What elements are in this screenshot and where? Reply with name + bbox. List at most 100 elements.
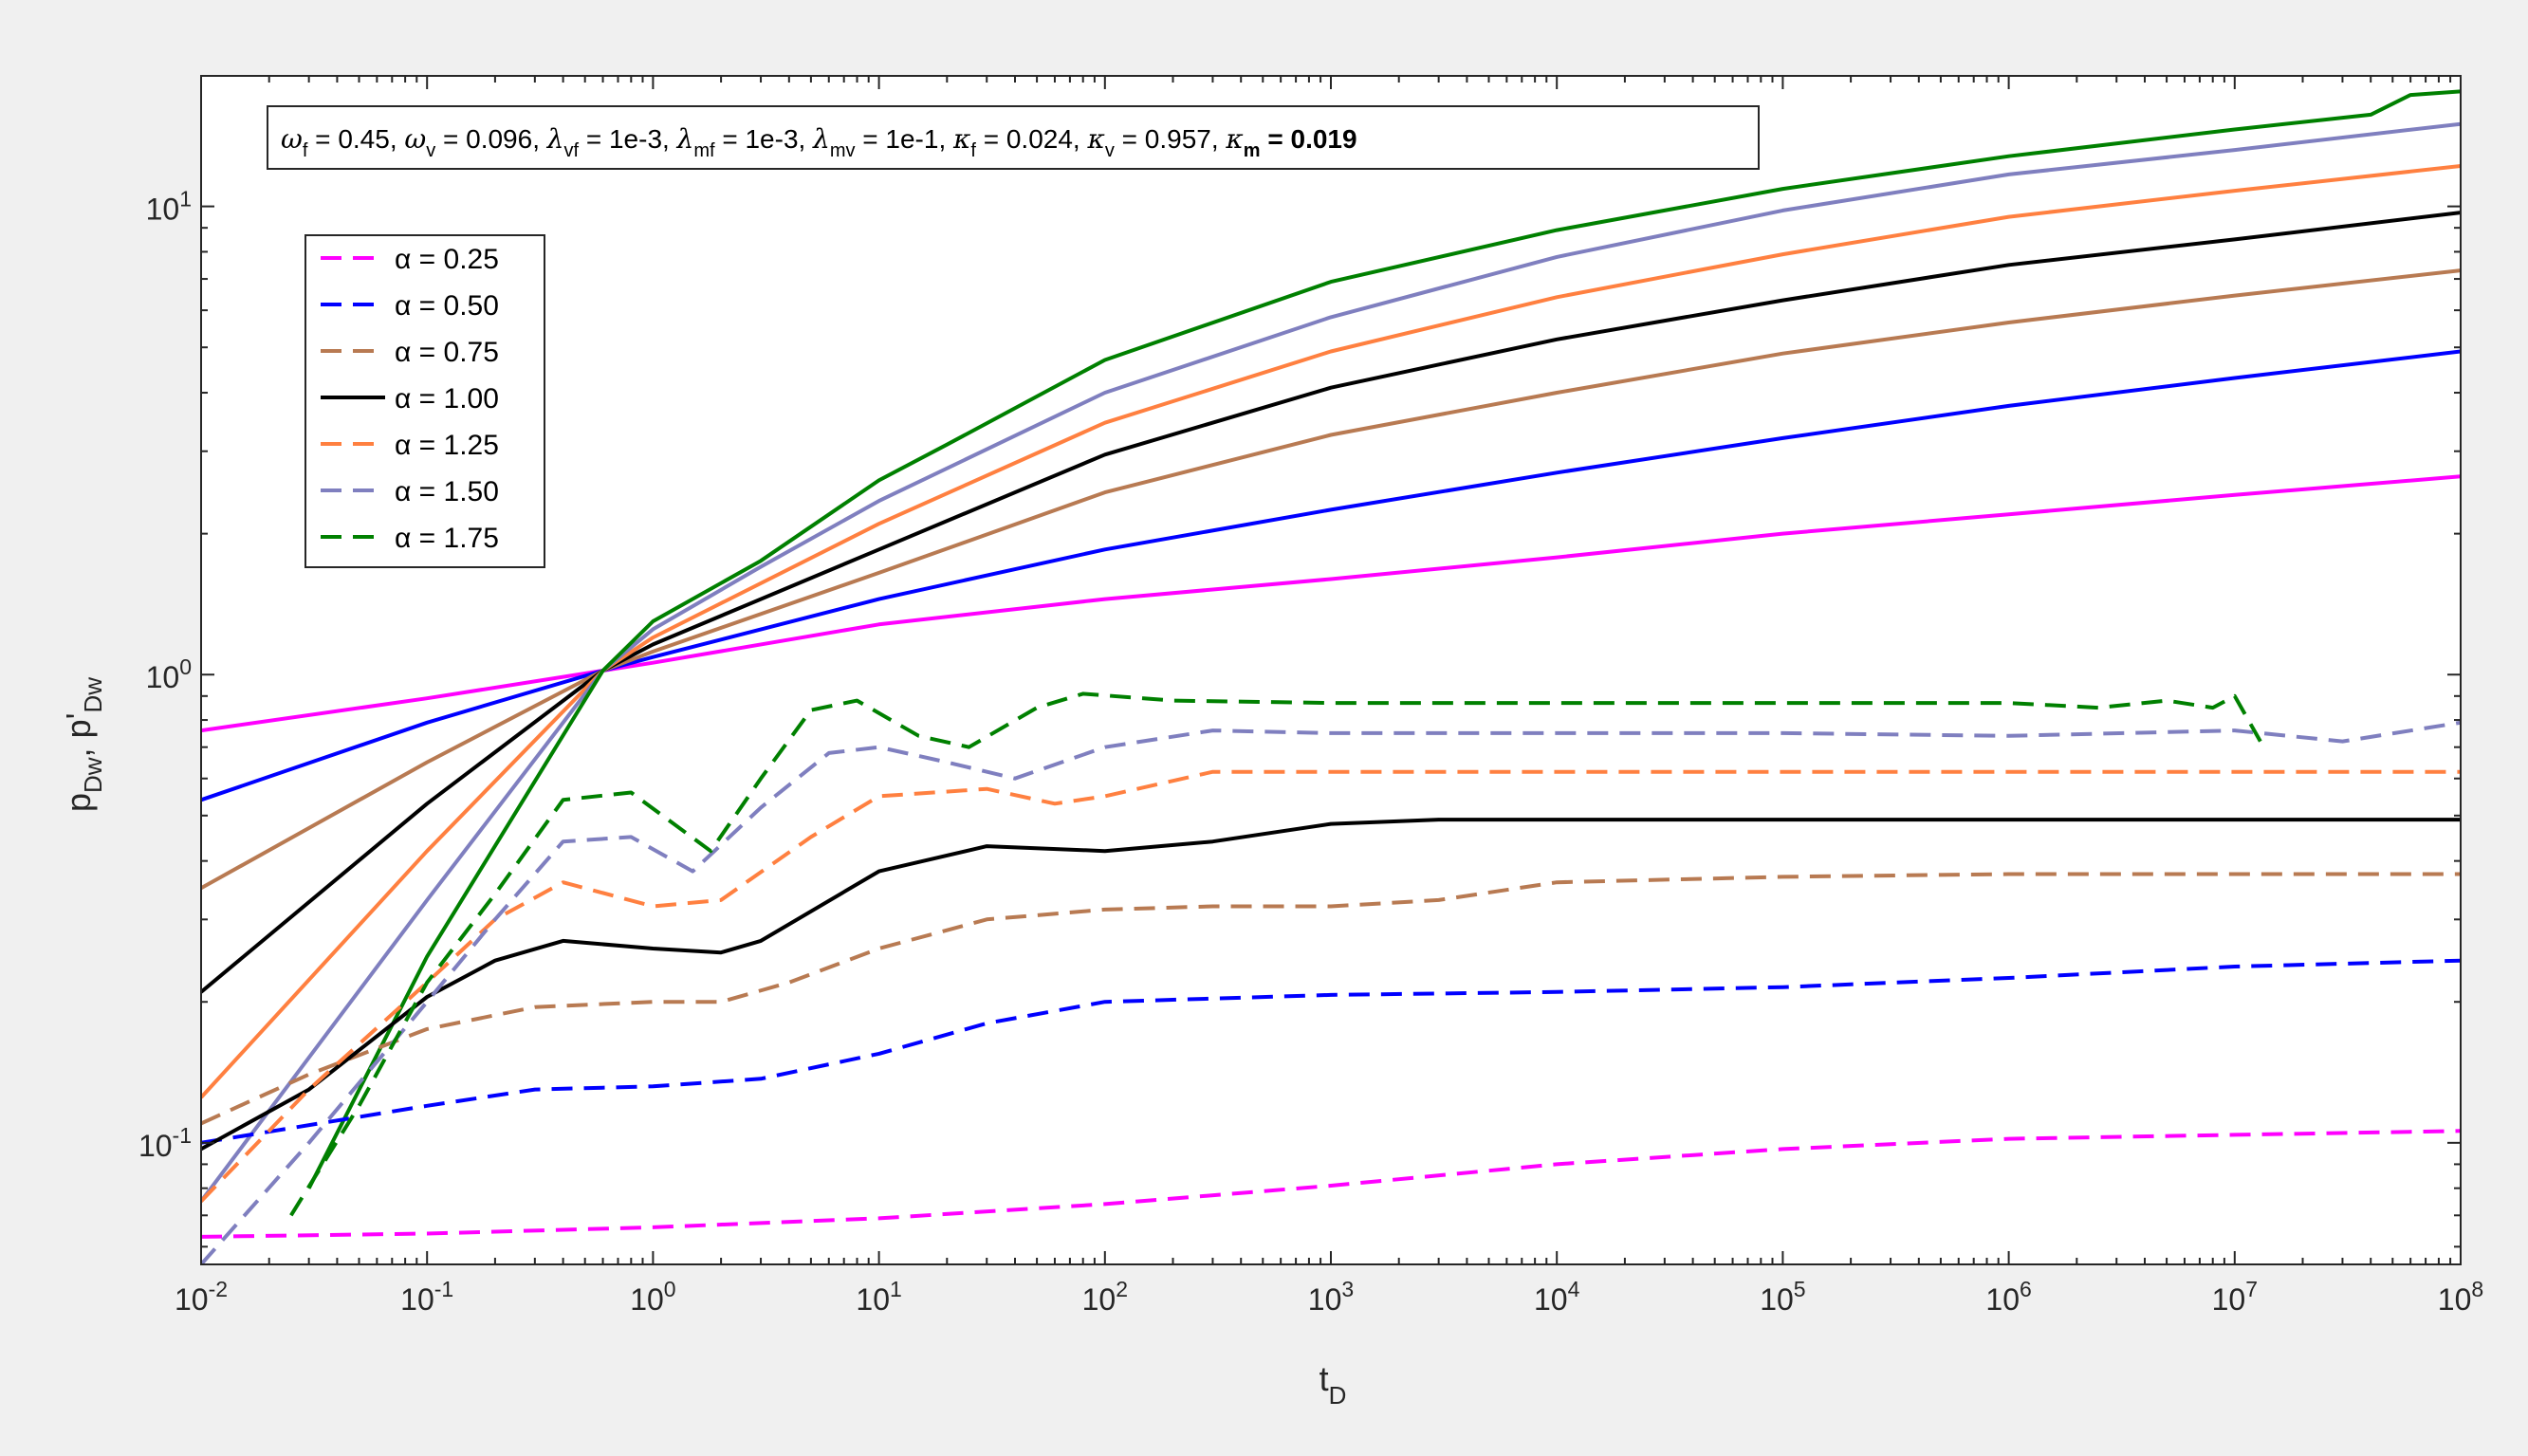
tick-layer: [200, 76, 2462, 1264]
x-tick-label: 103: [1308, 1277, 1354, 1317]
x-tick-label: 104: [1534, 1277, 1580, 1317]
y-axis-label-sub1: Dw: [79, 757, 107, 793]
annotation-sub-6: v: [1105, 140, 1115, 161]
x-tick-label-base: 10: [1985, 1282, 2020, 1317]
x-tick-label: 105: [1760, 1277, 1805, 1317]
x-axis-label: tD: [1319, 1359, 1347, 1410]
x-tick-label-base: 10: [400, 1282, 434, 1317]
x-tick-label-exp: 2: [1116, 1277, 1128, 1301]
series-line-0: [201, 474, 2461, 733]
series-line-10: [201, 818, 2461, 1152]
x-tick-label-exp: 1: [890, 1277, 902, 1301]
series-layer: [201, 89, 2461, 1264]
y-axis-label: pDw, p'Dw: [59, 677, 107, 812]
annotation-value-4: = 1e-1,: [856, 124, 954, 154]
x-tick-label-base: 10: [2212, 1282, 2246, 1317]
x-tick-label: 102: [1082, 1277, 1128, 1317]
y-axis-label-sub2: Dw: [79, 677, 107, 713]
y-tick-label-base: 10: [146, 193, 180, 227]
y-tick-label-base: 10: [138, 1129, 173, 1163]
annotation-symbol-0: ω: [281, 123, 303, 155]
series-line-9: [201, 872, 2461, 1126]
series-line-13: [289, 691, 2262, 1217]
legend-label-0: α = 0.25: [395, 244, 499, 275]
x-tick-label-exp: 5: [1794, 1277, 1806, 1301]
x-tick-label-exp: 4: [1568, 1277, 1580, 1301]
x-axis-label-main: t: [1319, 1359, 1329, 1398]
y-tick-label-exp: 1: [179, 187, 192, 212]
x-tick-labels: 10-2 10-1 100 101 102 103 104 105 106 107 108: [175, 1277, 2483, 1317]
annotation-sub-4: mv: [830, 140, 856, 161]
y-tick-label: 101: [146, 187, 192, 227]
series-line-4: [201, 164, 2461, 1099]
y-tick-label: 10-1: [138, 1123, 192, 1163]
y-axis-label-p2: , p': [59, 713, 98, 758]
x-tick-label-base: 10: [1760, 1282, 1794, 1317]
annotation-sub-5: f: [970, 140, 976, 161]
plot-area: [201, 76, 2461, 1264]
series-line-1: [201, 349, 2461, 802]
legend-label-3: α = 1.00: [395, 383, 499, 415]
x-tick-label-exp: 3: [1341, 1277, 1354, 1301]
series-line-12: [201, 720, 2461, 1264]
x-tick-label-exp: 6: [2020, 1277, 2032, 1301]
series-line-3: [201, 211, 2461, 994]
annotation-sub-2: vf: [564, 140, 580, 161]
legend-label-6: α = 1.75: [395, 523, 499, 554]
legend-label-5: α = 1.50: [395, 476, 499, 507]
annotation-sub-1: v: [426, 140, 435, 161]
annotation-value-3: = 1e-3,: [715, 124, 814, 154]
legend-label-4: α = 1.25: [395, 430, 499, 461]
series-line-6: [306, 89, 2461, 1189]
x-tick-label-base: 10: [175, 1282, 209, 1317]
annotation-symbol-7: κ: [1225, 123, 1243, 155]
x-tick-label: 107: [2212, 1277, 2258, 1317]
annotation-symbol-1: ω: [404, 123, 426, 155]
annotation-sub-7: m: [1244, 140, 1261, 161]
x-tick-label-base: 10: [1308, 1282, 1342, 1317]
x-tick-label-base: 10: [1082, 1282, 1116, 1317]
annotation-sub-0: f: [303, 140, 308, 161]
x-tick-label-exp: -1: [434, 1277, 453, 1301]
x-tick-label-base: 10: [856, 1282, 890, 1317]
annotation-frame: [267, 105, 1760, 170]
annotation-symbol-4: λ: [812, 123, 830, 155]
legend-label-2: α = 0.75: [395, 337, 499, 368]
legend-frame: [304, 234, 545, 568]
annotation-value-1: = 0.096,: [435, 124, 547, 154]
x-tick-label: 108: [2438, 1277, 2483, 1317]
x-tick-label-exp: 7: [2245, 1277, 2258, 1301]
annotation-value-6: = 0.957,: [1115, 124, 1227, 154]
legend-items: α = 0.25 α = 0.50 α = 0.75 α = 1.00 α = 1.25…: [321, 244, 499, 554]
annotation-value-7: = 0.019: [1261, 124, 1357, 154]
x-tick-label-base: 10: [1534, 1282, 1568, 1317]
y-tick-label-exp: 0: [179, 654, 192, 679]
x-tick-label-exp: 8: [2471, 1277, 2483, 1301]
annotation-value-2: = 1e-3,: [579, 124, 677, 154]
x-tick-label-base: 10: [630, 1282, 664, 1317]
series-line-11: [201, 769, 2461, 1203]
y-axis-label-p1: p: [59, 793, 98, 812]
annotation-symbol-3: λ: [676, 123, 694, 155]
annotation-symbol-6: κ: [1087, 123, 1105, 155]
x-tick-label: 10-1: [400, 1277, 453, 1317]
series-line-2: [201, 268, 2461, 891]
annotation-symbol-5: κ: [952, 123, 970, 155]
parameter-annotation: ωf = 0.45, ωv = 0.096, λvf = 1e-3, λmf =…: [267, 105, 1760, 170]
x-tick-label: 106: [1985, 1277, 2031, 1317]
annotation-sub-3: mf: [693, 140, 715, 161]
x-tick-label-exp: -2: [209, 1277, 228, 1301]
annotation-value-5: = 0.024,: [976, 124, 1088, 154]
x-axis-label-sub: D: [1329, 1381, 1347, 1410]
y-tick-label: 100: [146, 654, 192, 694]
annotation-symbol-2: λ: [546, 123, 564, 155]
annotation-value-0: = 0.45,: [307, 124, 404, 154]
series-line-7: [201, 1129, 2461, 1239]
annotation-text: ωf = 0.45, ωv = 0.096, λvf = 1e-3, λmf =…: [281, 123, 1357, 161]
series-line-8: [201, 958, 2461, 1145]
y-tick-label-base: 10: [146, 660, 180, 694]
y-tick-label-exp: -1: [173, 1123, 192, 1148]
legend: α = 0.25 α = 0.50 α = 0.75 α = 1.00 α = 1.25…: [304, 234, 545, 568]
